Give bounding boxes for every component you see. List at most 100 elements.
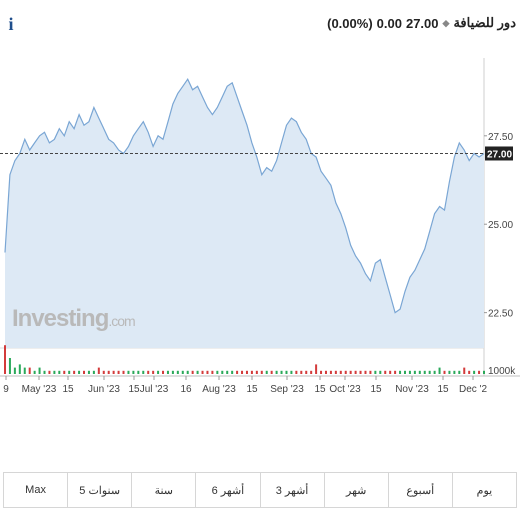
volume-bar: [216, 370, 219, 374]
volume-bar: [315, 364, 318, 374]
volume-bar: [473, 370, 476, 374]
volume-bar: [97, 367, 100, 374]
volume-bar: [339, 370, 342, 374]
current-price-label: 27.00: [487, 149, 512, 160]
volume-bar: [478, 370, 481, 374]
range-button[interactable]: Max: [4, 473, 69, 507]
last-price: 27.00: [405, 15, 439, 31]
volume-bar: [403, 370, 406, 374]
volume-bar: [428, 370, 431, 374]
price-chart[interactable]: Investing.com 27.50 25.00 22.50 27.00 1000k 9 M…: [0, 58, 520, 403]
volume-bar: [265, 370, 268, 374]
diamond-icon: ◆: [442, 17, 450, 28]
volume-bar: [295, 370, 298, 374]
volume-bar: [334, 370, 337, 374]
volume-bar: [241, 370, 244, 374]
volume-bar: [300, 370, 303, 374]
volume-bar: [23, 367, 26, 374]
x-tick-label: 15: [370, 384, 382, 395]
volume-bar: [399, 370, 402, 374]
volume-bar: [58, 370, 61, 374]
volume-bar: [408, 370, 411, 374]
volume-bar: [38, 367, 41, 374]
range-button[interactable]: 6 أشهر: [196, 473, 261, 507]
change-percent: (0.00%): [327, 15, 373, 31]
price-line: [4, 77, 485, 314]
volume-bar: [4, 345, 6, 374]
x-tick-label: 9: [3, 384, 9, 395]
volume-bar: [275, 370, 278, 374]
range-button[interactable]: شهر: [325, 473, 389, 507]
volume-bar: [236, 370, 239, 374]
volume-bar: [394, 370, 397, 374]
volume-bar: [389, 370, 392, 374]
volume-bar: [63, 370, 66, 374]
range-button[interactable]: سنة: [132, 473, 197, 507]
volume-bar: [142, 370, 145, 374]
volume-bar: [92, 370, 95, 374]
range-button[interactable]: أسبوع: [389, 473, 453, 507]
volume-bar: [280, 370, 283, 374]
quote-summary: (0.00%) 0.00 27.00 ◆ دور للضيافة: [327, 15, 516, 31]
volume-bar: [231, 370, 234, 374]
x-tick-label: 15: [128, 384, 140, 395]
volume-bar: [305, 370, 308, 374]
x-tick-label: Jul '23: [140, 384, 169, 395]
x-tick-label: Sep '23: [270, 384, 304, 395]
volume-axis-label: 1000k: [488, 366, 516, 377]
volume-bar: [166, 370, 169, 374]
volume-bar: [107, 370, 110, 374]
x-tick-label: 15: [62, 384, 74, 395]
volume-bar: [162, 370, 165, 374]
volume-bar: [483, 370, 485, 374]
volume-bar: [255, 370, 258, 374]
volume-bar: [171, 370, 174, 374]
volume-bar: [324, 370, 327, 374]
volume-bar: [364, 370, 367, 374]
x-tick-label: May '23: [22, 384, 57, 395]
volume-bar: [359, 370, 362, 374]
x-tick-label: 15: [437, 384, 449, 395]
volume-bar: [310, 370, 313, 374]
range-button[interactable]: يوم: [476, 484, 493, 497]
instrument-name: دور للضيافة: [453, 15, 516, 30]
price-area: [5, 79, 484, 348]
volume-bar: [413, 370, 416, 374]
volume-bar: [53, 370, 56, 374]
x-tick-label: Oct '23: [329, 384, 361, 395]
volume-bar: [374, 370, 377, 374]
volume-bar: [329, 370, 332, 374]
range-button[interactable]: 3 أشهر: [261, 473, 325, 507]
volume-bar: [320, 370, 323, 374]
volume-bar: [48, 370, 51, 374]
y-tick-label: 25.00: [488, 220, 513, 231]
volume-bar: [186, 370, 189, 374]
x-tick-label: Nov '23: [395, 384, 429, 395]
volume-bar: [290, 370, 293, 374]
volume-bar: [379, 370, 382, 374]
volume-bar: [147, 370, 150, 374]
volume-bar: [349, 370, 352, 374]
volume-bar: [191, 370, 194, 374]
volume-bar: [28, 367, 31, 374]
volume-bar: [418, 370, 421, 374]
volume-bar: [458, 370, 461, 374]
volume-bar: [196, 370, 199, 374]
y-tick-label: 22.50: [488, 309, 513, 320]
current-price-tag: [485, 146, 513, 161]
volume-bar: [221, 370, 224, 374]
volume-bar: [33, 370, 36, 374]
volume-bar: [43, 370, 46, 374]
volume-bar: [152, 370, 155, 374]
volume-bar: [369, 370, 372, 374]
volume-bar: [122, 370, 125, 374]
x-tick-label: Jun '23: [88, 384, 120, 395]
volume-bar: [201, 370, 204, 374]
range-button[interactable]: 5 سنوات: [68, 473, 133, 507]
volume-bar: [13, 367, 16, 374]
info-icon[interactable]: i: [8, 14, 14, 34]
volume-bar: [260, 370, 263, 374]
volume-bar: [354, 370, 357, 374]
volume-bar: [433, 370, 436, 374]
